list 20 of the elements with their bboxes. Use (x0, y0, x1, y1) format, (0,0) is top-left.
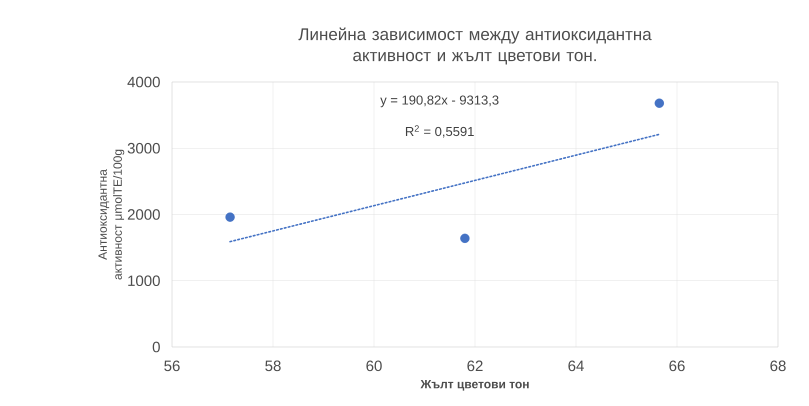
annotation: R$^{2}$ = 0,5591 (406, 125, 474, 138)
x-tick-label: 62 (467, 360, 483, 372)
y-tick-label: 2000 (128, 209, 160, 220)
x-tick-label: 64 (568, 360, 584, 372)
x-tick-label: 58 (265, 360, 281, 372)
chart-title: Линейна зависимост между антиоксидантна активност и жълт цветови тон. (298, 27, 652, 64)
y-tick-label: 4000 (127, 76, 160, 88)
annotation: y = 190,82x - 9313,3 (380, 95, 499, 108)
point (225, 212, 235, 222)
x-tick-label: 66 (669, 360, 685, 372)
y-tick-label: 3000 (128, 142, 160, 154)
point (460, 234, 470, 244)
point (654, 98, 664, 108)
x-tick-label: 68 (770, 360, 786, 372)
x-tick-label: 56 (164, 360, 180, 372)
x-axis-title: Жълт цветови тон (420, 380, 529, 391)
y-tick-label: 0 (152, 342, 160, 352)
y-axis-title: Антиоксидантна активност μmolTE/100g (98, 150, 124, 280)
y-tick-label: 1000 (128, 275, 160, 286)
x-tick-label: 60 (366, 360, 382, 372)
